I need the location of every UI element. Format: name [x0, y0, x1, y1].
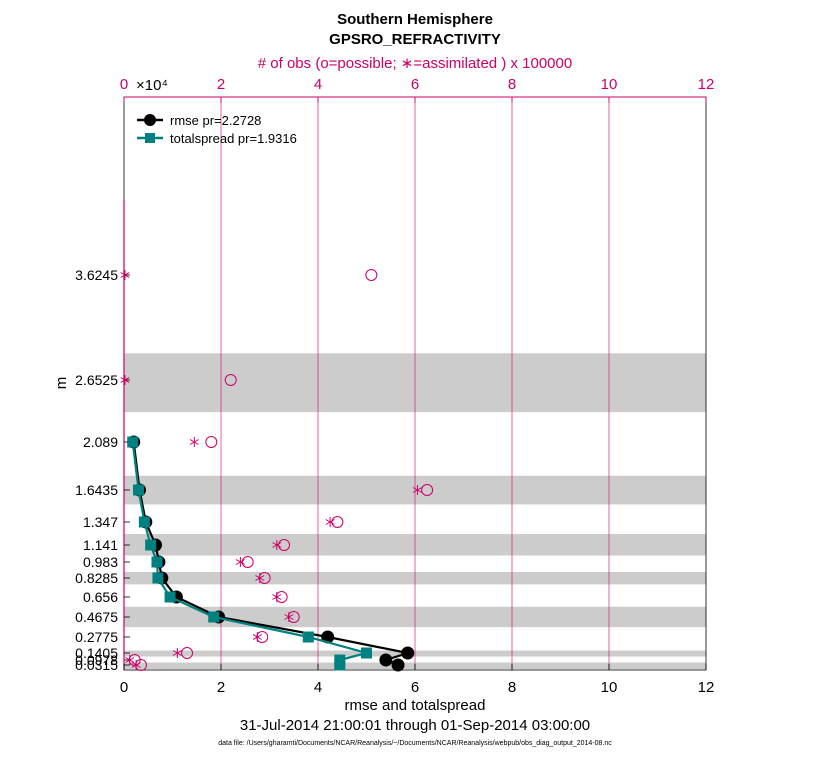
legend: rmse pr=2.2728 totalspread pr=1.9316 [137, 113, 297, 146]
series-1-point-4 [151, 556, 163, 568]
y-tick-label-3: 1.6435 [75, 482, 118, 498]
x-tick-label-10: 10 [601, 679, 618, 696]
obs-assimilated-9 [284, 612, 294, 622]
obs-assimilated-0 [120, 270, 130, 280]
obs-assimilated-5 [272, 540, 282, 550]
top-tick-label-4: 4 [314, 76, 322, 93]
y-axis-ticks: 3.62452.65252.0891.64351.3471.1410.9830.… [75, 267, 130, 673]
obs-assimilated-8 [272, 592, 282, 602]
obs-possible-6 [241, 556, 254, 568]
y-tick-label-2: 2.089 [83, 434, 118, 450]
obs-possible-11 [181, 647, 194, 659]
top-tick-label-2: 2 [217, 76, 225, 93]
obs-possible-0 [365, 269, 378, 281]
obs-assimilated-1 [120, 375, 130, 385]
date-range: 31-Jul-2014 21:00:01 through 01-Sep-2014… [240, 717, 590, 734]
series-0-point-10 [379, 653, 393, 667]
y-tick-label-6: 0.983 [83, 554, 118, 570]
y-tick-label-7: 0.8285 [75, 570, 118, 586]
obs-possible-4 [331, 516, 344, 528]
obs-possible-1 [224, 374, 237, 386]
x-tick-label-12: 12 [698, 679, 715, 696]
top-tick-label-10: 10 [601, 76, 618, 93]
x-tick-label-4: 4 [314, 679, 322, 696]
y-tick-label-0: 3.6245 [75, 267, 118, 283]
top-tick-label-8: 8 [508, 76, 516, 93]
y-tick-label-10: 0.2775 [75, 629, 118, 645]
series-1-point-2 [138, 516, 150, 528]
legend-totalspread-label: totalspread pr=1.9316 [170, 131, 297, 146]
obs-assimilated-2 [189, 437, 199, 447]
series-1-point-8 [302, 631, 314, 643]
y-axis-label: m [53, 377, 70, 390]
top-tick-label-0: 0 [120, 76, 128, 93]
y-tick-label-13: 0.0315 [75, 657, 118, 673]
series-1-point-9 [361, 647, 372, 659]
x-axis-label: rmse and totalspread [345, 697, 486, 714]
obs-possible-5 [278, 539, 291, 551]
series-1-point-11 [334, 659, 346, 671]
x-tick-label-0: 0 [120, 679, 128, 696]
top-axis-ticks: 0 2 4 6 8 10 12 [120, 76, 715, 103]
obs-possible-2 [205, 436, 218, 448]
series-1-point-6 [164, 591, 176, 603]
obs-assimilated-6 [235, 557, 245, 567]
top-axis-exponent: ×10⁴ [136, 77, 168, 94]
obs-assimilated-4 [325, 517, 335, 527]
x-tick-label-8: 8 [508, 679, 516, 696]
data-file-footnote: data file: /Users/gharamti/Documents/NCA… [218, 740, 612, 747]
y-tick-label-8: 0.656 [83, 589, 118, 605]
top-tick-label-12: 12 [698, 76, 715, 93]
obs-assimilated-13 [131, 660, 141, 670]
legend-rmse-label: rmse pr=2.2728 [170, 113, 261, 128]
top-tick-label-6: 6 [411, 76, 419, 93]
obs-assimilated-3 [412, 485, 423, 495]
series-0-point-11 [391, 658, 405, 672]
series-1-point-7 [208, 611, 220, 623]
series-0-point-9 [401, 646, 415, 660]
obs-assimilated-7 [255, 573, 265, 583]
chart-title: Southern Hemisphere [337, 11, 493, 28]
legend-totalspread-marker [145, 133, 155, 143]
obs-possible-10 [256, 631, 269, 643]
obs-assimilated-10 [252, 632, 262, 642]
obs-possible-3 [421, 484, 434, 496]
obs-assimilated-12 [125, 655, 135, 665]
top-axis-label: # of obs (o=possible; ∗=assimilated ) x … [258, 55, 572, 72]
y-tick-label-12: 0.0978 [75, 652, 118, 668]
y-tick-label-5: 1.141 [83, 537, 118, 553]
top-axis-gridlines [220, 97, 610, 670]
y-tick-label-9: 0.4675 [75, 609, 118, 625]
x-tick-label-6: 6 [411, 679, 419, 696]
obs-possible-8 [275, 591, 288, 603]
y-tick-label-11: 0.1405 [75, 645, 118, 661]
series-lines [127, 435, 415, 672]
observation-markers [120, 269, 434, 671]
x-tick-label-2: 2 [217, 679, 225, 696]
series-1-point-0 [127, 436, 139, 448]
series-1-point-3 [145, 539, 157, 551]
series-1-point-5 [152, 572, 164, 584]
series-0-point-8 [321, 630, 335, 644]
y-tick-label-4: 1.347 [83, 514, 118, 530]
legend-rmse-marker [144, 114, 156, 126]
y-tick-label-1: 2.6525 [75, 372, 118, 388]
series-1-point-1 [133, 484, 145, 496]
obs-assimilated-11 [172, 648, 182, 658]
chart-subtitle: GPSRO_REFRACTIVITY [329, 31, 501, 48]
x-axis-ticks: 0 2 4 6 8 10 12 [120, 664, 715, 696]
